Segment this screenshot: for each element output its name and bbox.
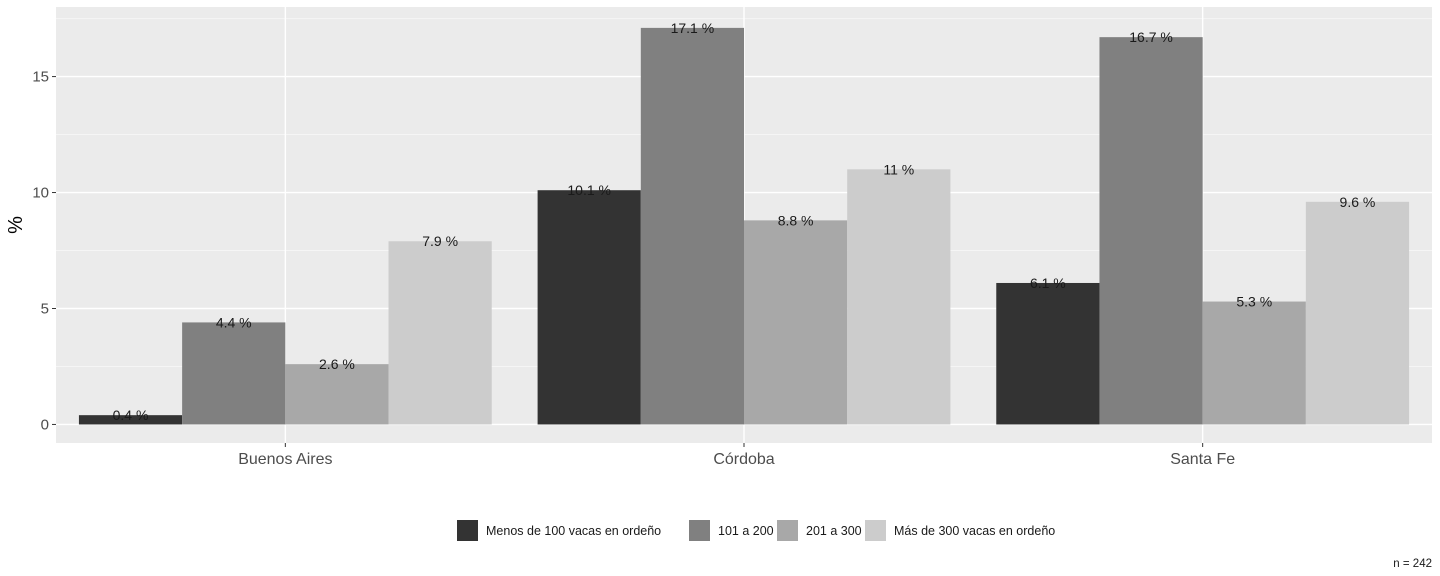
y-tick-label: 5 xyxy=(41,300,49,317)
bar-value-label: 16.7 % xyxy=(1129,29,1173,45)
y-tick-label: 10 xyxy=(32,185,49,202)
bar xyxy=(996,282,1100,425)
x-tick-label: Córdoba xyxy=(713,451,774,468)
legend-swatch xyxy=(777,520,798,541)
caption: n = 242 xyxy=(1393,558,1432,570)
bar xyxy=(388,241,492,425)
x-axis: Buenos Aires Córdoba Santa Fe xyxy=(238,443,1235,468)
bar-value-label: 0.4 % xyxy=(113,407,149,423)
bar xyxy=(744,220,848,425)
bar-value-label: 10.1 % xyxy=(567,182,611,198)
x-tick-label: Santa Fe xyxy=(1170,451,1235,468)
bar xyxy=(78,415,183,425)
bar-value-label: 11 % xyxy=(883,161,914,177)
bar-value-label: 4.4 % xyxy=(216,314,252,330)
bar xyxy=(1099,37,1203,425)
x-tick-label: Buenos Aires xyxy=(238,451,332,468)
legend-swatch xyxy=(689,520,710,541)
y-axis-label: % xyxy=(5,216,27,234)
bar xyxy=(537,190,641,425)
legend-label: Menos de 100 vacas en ordeño xyxy=(486,524,661,538)
legend-swatch xyxy=(457,520,478,541)
bar-value-label: 6.1 % xyxy=(1030,275,1066,291)
bar xyxy=(182,322,286,425)
legend-label: 201 a 300 xyxy=(806,524,862,538)
bar xyxy=(1305,201,1410,425)
bar-value-label: 8.8 % xyxy=(778,212,814,228)
bar-value-label: 2.6 % xyxy=(319,356,355,372)
value-labels: 0.4 % 10.1 % 6.1 % 4.4 % 17.1 % 16.7 % 2.6 % 8.… xyxy=(113,20,1376,423)
bar-value-label: 7.9 % xyxy=(422,233,458,249)
y-tick-label: 15 xyxy=(32,69,49,86)
legend-label: 101 a 200 xyxy=(718,524,774,538)
legend-label: Más de 300 vacas en ordeño xyxy=(894,524,1055,538)
legend-swatch xyxy=(865,520,886,541)
bar xyxy=(285,364,389,425)
y-axis: 0 5 10 15 xyxy=(32,69,56,433)
bar xyxy=(1202,301,1306,425)
bar-value-label: 9.6 % xyxy=(1340,194,1376,210)
legend: Menos de 100 vacas en ordeño 101 a 200 201… xyxy=(457,520,1055,541)
bars xyxy=(78,27,1410,425)
bar xyxy=(640,27,744,425)
bar-value-label: 5.3 % xyxy=(1236,294,1272,310)
bar-value-label: 17.1 % xyxy=(671,20,715,36)
y-tick-label: 0 xyxy=(41,416,49,433)
bar xyxy=(847,169,951,425)
